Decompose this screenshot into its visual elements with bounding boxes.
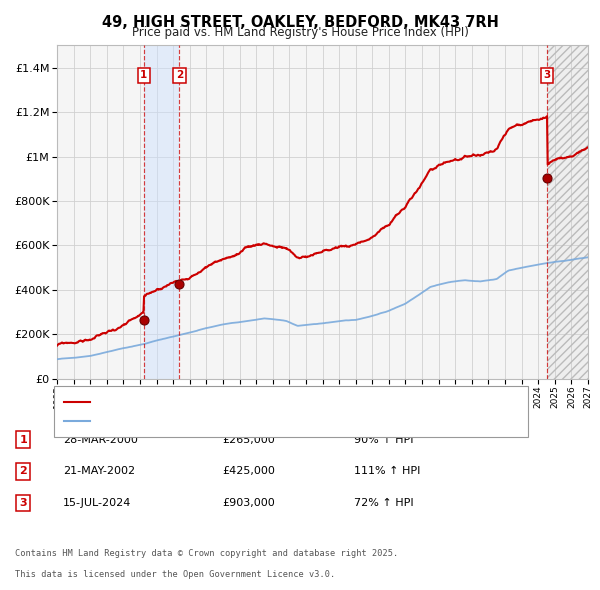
Bar bbox=[547, 45, 600, 379]
Text: £265,000: £265,000 bbox=[222, 435, 275, 444]
Text: 2: 2 bbox=[176, 70, 183, 80]
Text: £903,000: £903,000 bbox=[222, 499, 275, 508]
Bar bbox=[144, 45, 179, 379]
Text: 49, HIGH STREET, OAKLEY, BEDFORD, MK43 7RH: 49, HIGH STREET, OAKLEY, BEDFORD, MK43 7… bbox=[101, 15, 499, 30]
Text: 15-JUL-2024: 15-JUL-2024 bbox=[63, 499, 131, 508]
Text: 3: 3 bbox=[20, 499, 27, 508]
Text: 49, HIGH STREET, OAKLEY, BEDFORD, MK43 7RH (detached house): 49, HIGH STREET, OAKLEY, BEDFORD, MK43 7… bbox=[94, 397, 443, 407]
Text: 28-MAR-2000: 28-MAR-2000 bbox=[63, 435, 138, 444]
Text: 1: 1 bbox=[20, 435, 27, 444]
Text: 21-MAY-2002: 21-MAY-2002 bbox=[63, 467, 135, 476]
Text: Price paid vs. HM Land Registry's House Price Index (HPI): Price paid vs. HM Land Registry's House … bbox=[131, 26, 469, 39]
Text: 1: 1 bbox=[140, 70, 148, 80]
Text: 72% ↑ HPI: 72% ↑ HPI bbox=[354, 499, 413, 508]
Text: 3: 3 bbox=[544, 70, 551, 80]
Text: £425,000: £425,000 bbox=[222, 467, 275, 476]
Bar bbox=[547, 45, 600, 379]
Text: 2: 2 bbox=[20, 467, 27, 476]
Text: 90% ↑ HPI: 90% ↑ HPI bbox=[354, 435, 413, 444]
Text: This data is licensed under the Open Government Licence v3.0.: This data is licensed under the Open Gov… bbox=[15, 571, 335, 579]
Text: Contains HM Land Registry data © Crown copyright and database right 2025.: Contains HM Land Registry data © Crown c… bbox=[15, 549, 398, 558]
Text: 111% ↑ HPI: 111% ↑ HPI bbox=[354, 467, 421, 476]
Text: HPI: Average price, detached house, Bedford: HPI: Average price, detached house, Bedf… bbox=[94, 417, 328, 426]
